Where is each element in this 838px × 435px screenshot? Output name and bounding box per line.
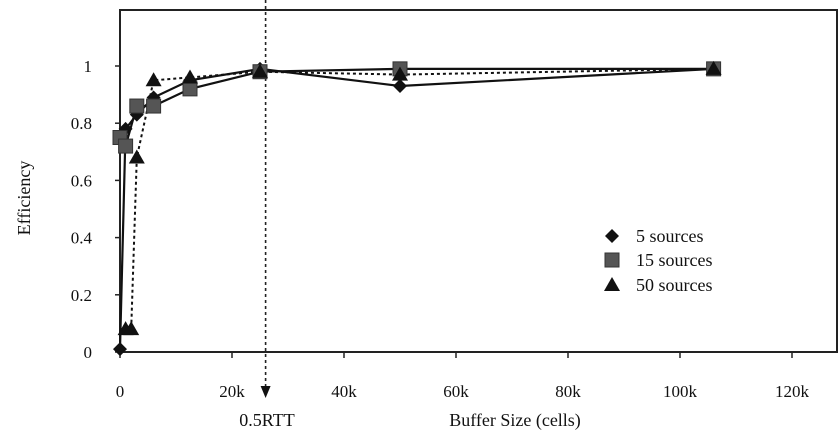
x-tick-label: 80k	[555, 382, 581, 401]
series-line-2	[119, 67, 714, 149]
x-tick-label: 40k	[331, 382, 357, 401]
legend-label: 50 sources	[636, 275, 712, 295]
data-point-diamond	[113, 342, 127, 357]
data-point-square	[146, 98, 162, 114]
series-line-3	[125, 67, 714, 331]
data-point-triangle	[705, 60, 722, 75]
axes	[115, 0, 838, 398]
y-tick-label: 0.2	[71, 286, 92, 305]
x-tick-label: 0	[116, 382, 125, 401]
data-point-square	[182, 81, 198, 97]
data-point-triangle	[128, 149, 145, 164]
annotation-label: 0.5RTT	[239, 410, 294, 430]
annotation-arrow-icon	[260, 386, 271, 398]
x-axis-title: Buffer Size (cells)	[449, 410, 581, 431]
data-point-triangle	[182, 69, 198, 84]
data-point-square	[118, 138, 134, 154]
y-axis-title: Efficiency	[14, 161, 34, 236]
data-point-diamond	[393, 79, 407, 94]
legend-triangle-icon	[604, 277, 620, 291]
legend-label: 15 sources	[636, 250, 712, 270]
x-tick-label: 20k	[219, 382, 245, 401]
tick-labels: 0 0.2 0.4 0.6 0.8 1 0 20k 40k 60k 80k 100k 120k	[71, 57, 810, 401]
data-point-triangle	[252, 63, 268, 78]
y-tick-label: 0.4	[71, 229, 93, 248]
x-tick-label: 60k	[443, 382, 469, 401]
y-tick-label: 0	[84, 343, 93, 362]
x-tick-label: 120k	[775, 382, 810, 401]
legend-label: 5 sources	[636, 226, 703, 246]
y-tick-label: 1	[84, 57, 93, 76]
plot-frame	[119, 9, 838, 353]
series-line-1	[118, 67, 714, 350]
y-tick-label: 0.6	[71, 171, 92, 190]
x-tick-label: 100k	[663, 382, 698, 401]
data-point-triangle	[145, 72, 162, 87]
data-point-square	[129, 98, 145, 114]
y-tick-label: 0.8	[71, 114, 92, 133]
series-markers	[112, 60, 722, 357]
legend-diamond-icon	[605, 229, 619, 243]
legend-square-icon	[604, 252, 620, 268]
legend: 5 sources 15 sources 50 sources	[604, 226, 712, 295]
series-lines	[118, 67, 714, 350]
data-point-triangle	[392, 66, 408, 81]
data-point-triangle	[123, 321, 140, 336]
